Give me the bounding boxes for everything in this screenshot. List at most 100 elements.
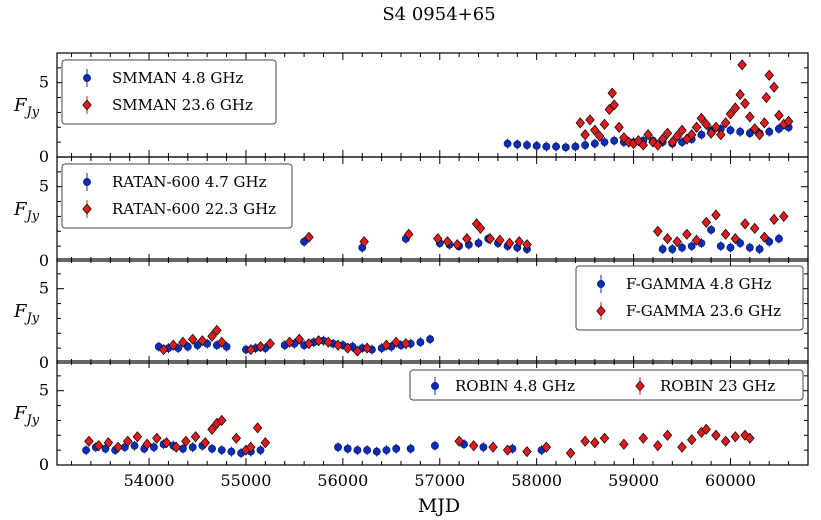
x-tick-label: 57000: [414, 471, 465, 490]
data-point: [736, 127, 745, 136]
data-point: [149, 443, 158, 452]
y-axis-label: FJy: [13, 301, 40, 326]
panel-fgamma: 0 5 FJy F-GAMMA 4.8 GHz F-GAMMA 23.6 GHz: [13, 258, 809, 372]
data-point: [212, 324, 222, 336]
data-point: [585, 114, 595, 126]
data-point: [304, 231, 314, 243]
data-point: [178, 336, 188, 348]
data-point: [503, 139, 512, 148]
data-point: [404, 228, 414, 240]
axes-frame: [56, 360, 809, 466]
data-point: [532, 141, 541, 150]
data-point: [433, 233, 443, 245]
data-point: [745, 243, 754, 252]
data-point: [200, 437, 210, 449]
legend: RATAN-600 4.7 GHz RATAN-600 22.3 GHz: [61, 163, 293, 229]
panels: 0 5 FJy SMMAN 4.8 GHz SMMAN 23.6 GHz 0 5 FJy RAT…: [13, 52, 809, 490]
data-point: [382, 446, 391, 455]
data-point: [454, 435, 464, 447]
data-point: [668, 245, 677, 254]
data-point: [181, 435, 191, 447]
data-point: [123, 435, 133, 447]
data-point: [736, 239, 745, 248]
data-point: [207, 423, 217, 435]
y-tick-label: 0: [39, 353, 49, 372]
data-point: [504, 237, 515, 249]
data-point: [363, 446, 372, 455]
data-point: [755, 245, 764, 254]
data-point: [740, 218, 750, 230]
legend-label: RATAN-600 4.7 GHz: [112, 173, 267, 191]
data-point: [658, 245, 667, 254]
data-point: [523, 141, 531, 150]
data-point: [774, 124, 783, 133]
x-tick-label: 56000: [317, 471, 368, 490]
data-point: [657, 133, 668, 145]
data-point: [391, 336, 401, 348]
data-point: [769, 81, 779, 93]
data-point: [735, 89, 745, 101]
data-point: [761, 92, 772, 104]
y-tick-label: 5: [39, 381, 49, 400]
data-point: [774, 234, 783, 243]
data-point: [765, 127, 774, 136]
data-point: [638, 139, 648, 151]
data-point: [745, 432, 755, 444]
series-f-gamma-23-6-ghz: [158, 324, 411, 357]
data-point: [82, 446, 91, 455]
legend-box: [61, 59, 277, 125]
data-point: [343, 444, 352, 453]
panel-ratan: 0 5 FJy RATAN-600 4.7 GHz RATAN-600 22.3 GHz: [13, 156, 809, 270]
data-point: [565, 447, 576, 459]
legend-marker-circle: [83, 178, 91, 186]
data-point: [648, 136, 658, 148]
data-point: [488, 441, 498, 453]
data-point: [653, 225, 663, 237]
data-point: [687, 129, 697, 141]
data-point: [381, 339, 392, 351]
series-f-gamma-4-8-ghz: [154, 334, 435, 355]
legend-label: F-GAMMA 4.8 GHz: [626, 275, 772, 293]
series-smman-23-6-ghz: [575, 59, 794, 151]
data-point: [323, 336, 334, 348]
data-point: [737, 59, 747, 71]
legend-marker-diamond: [82, 203, 92, 215]
data-point: [343, 342, 353, 354]
legend: ROBIN 4.8 GHz ROBIN 23 GHz: [409, 369, 804, 401]
data-point: [754, 129, 765, 141]
data-point: [662, 127, 673, 139]
data-point: [183, 342, 192, 351]
y-tick-label: 5: [39, 279, 49, 298]
data-point: [740, 429, 750, 441]
data-point: [765, 237, 774, 246]
data-point: [594, 130, 605, 142]
data-point: [217, 336, 227, 348]
data-point: [255, 341, 266, 353]
x-tick-label: 59000: [608, 471, 659, 490]
data-point: [701, 216, 711, 228]
data-point: [187, 333, 198, 345]
data-point: [514, 236, 524, 248]
legend: F-GAMMA 4.8 GHz F-GAMMA 23.6 GHz: [575, 265, 804, 331]
data-point: [691, 234, 702, 246]
data-point: [561, 143, 570, 152]
y-axis-label: FJy: [13, 403, 40, 428]
data-point: [265, 338, 275, 350]
x-tick-label: 58000: [511, 471, 562, 490]
data-point: [522, 239, 532, 251]
data-point: [353, 446, 362, 455]
data-point: [161, 437, 172, 449]
data-point: [485, 233, 495, 245]
x-tick-label: 60000: [705, 471, 756, 490]
legend-marker-circle: [597, 280, 605, 288]
data-point: [333, 339, 343, 351]
data-point: [720, 435, 731, 447]
data-point: [208, 444, 216, 453]
data-point: [84, 435, 94, 447]
data-point: [706, 127, 716, 139]
data-point: [132, 431, 143, 443]
y-tick-label: 0: [39, 455, 49, 474]
panel-robin: 54000 55000 56000 57000 58000 59000 60000 0 5 FJy…: [13, 360, 809, 490]
data-point: [614, 121, 624, 133]
data-point: [730, 233, 741, 245]
